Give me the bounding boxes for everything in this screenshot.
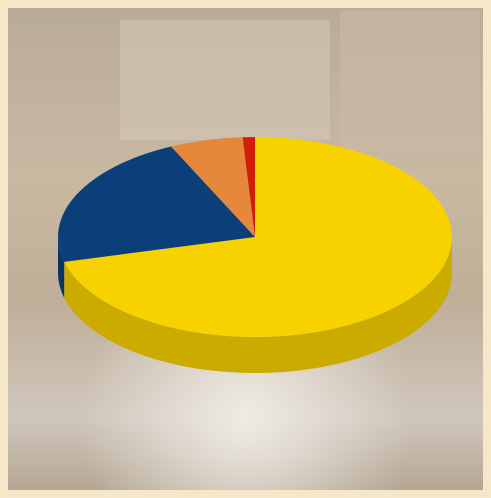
pie [57, 137, 453, 373]
pie-slice [242, 137, 255, 237]
pie-slice [64, 137, 453, 337]
pie-slice [57, 146, 256, 262]
pie-slice-side [64, 237, 452, 373]
pie-slice [171, 137, 255, 237]
pie-slice-side [58, 237, 65, 298]
